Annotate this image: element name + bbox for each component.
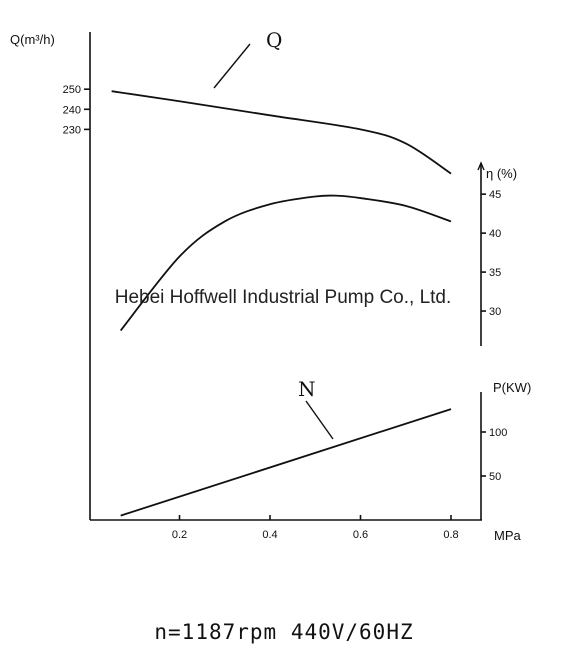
q-curve [111,90,452,175]
axes-layer: Q(m³/h) 230 240 250 0.2 0.4 0.6 0.8 MPa η (%) 30 35… [10,32,531,543]
eta-axis-tick-label: 35 [489,267,501,279]
q-axis-tick-label: 230 [63,124,81,136]
watermark-text: Hebei Hoffwell Industrial Pump Co., Ltd. [115,287,452,308]
series-curve [119,194,452,332]
x-axis-tick-label: 0.4 [262,529,277,541]
p-axis-title: P(KW) [493,380,531,395]
q-curve-label: Q [266,28,282,52]
n-curve-leader [305,400,334,440]
q-axis-title: Q(m³/h) [10,32,55,47]
eta-axis-title: η (%) [486,166,517,181]
n-curve [120,408,452,517]
operating-conditions-footer: n=1187rpm 440V/60HZ [154,620,414,644]
n-curve-label: N [298,377,316,401]
eta-axis-tick-label: 45 [489,189,501,201]
x-axis-tick-label: 0.6 [353,529,368,541]
q-axis-tick-label: 250 [63,84,81,96]
x-axis-tick-label: 0.8 [443,529,458,541]
eta-axis-tick-label: 30 [489,306,501,318]
curves-layer: QN [111,28,452,517]
p-axis-tick-label: 100 [489,427,507,439]
eta-axis-tick-label: 40 [489,228,501,240]
p-axis-tick-label: 50 [489,471,501,483]
q-curve-leader [213,43,251,89]
eta-axis-arrow [477,161,485,171]
x-axis-tick-label: 0.2 [172,529,187,541]
x-axis-title: MPa [494,528,522,543]
q-axis-tick-label: 240 [63,104,81,116]
